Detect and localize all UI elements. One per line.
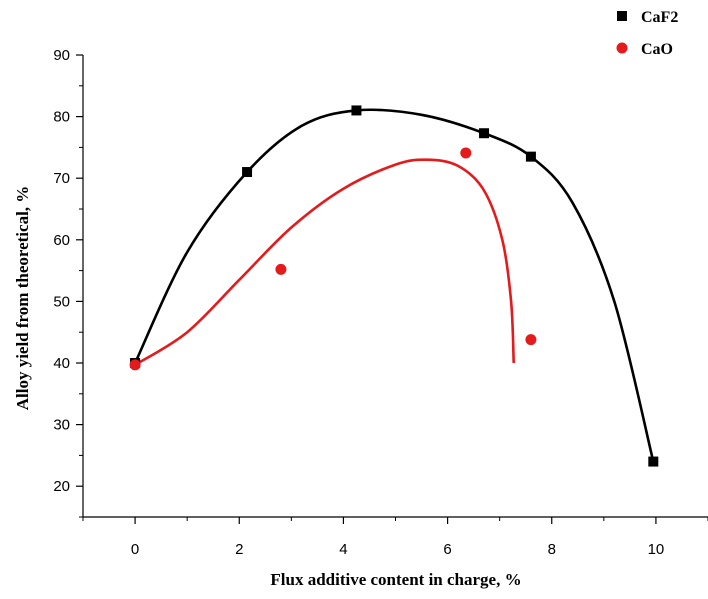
y-tick-label: 30 <box>53 417 70 434</box>
y-tick-label: 20 <box>53 478 70 495</box>
x-tick-label: 0 <box>131 541 139 558</box>
x-tick-label: 8 <box>548 541 556 558</box>
data-point-caf2 <box>479 128 490 139</box>
data-point-cao <box>129 359 141 371</box>
x-axis-ticks: 0 2 4 6 8 10 <box>82 517 708 558</box>
x-tick-label: 2 <box>235 541 243 558</box>
x-axis-title: Flux additive content in charge, % <box>270 570 521 589</box>
y-axis-ticks: 20 30 40 50 60 70 80 90 <box>53 47 83 518</box>
legend-label-cao: CaO <box>641 41 673 58</box>
data-point-caf2 <box>525 151 536 162</box>
data-point-caf2 <box>351 105 362 116</box>
x-tick-label: 6 <box>443 541 451 558</box>
legend-label-caf2: CaF2 <box>641 9 678 26</box>
x-tick-label: 4 <box>339 541 347 558</box>
y-tick-label: 60 <box>53 232 70 249</box>
data-point-caf2 <box>648 456 659 467</box>
legend-marker-cao <box>616 42 628 54</box>
plot-area <box>82 55 708 518</box>
y-tick-label: 90 <box>53 47 70 64</box>
y-tick-label: 70 <box>53 170 70 187</box>
data-point-cao <box>275 263 287 275</box>
legend: CaF2 CaO <box>616 9 678 58</box>
y-tick-label: 40 <box>53 355 70 372</box>
legend-marker-caf2 <box>617 11 627 21</box>
y-tick-label: 80 <box>53 109 70 126</box>
fit-curves <box>133 108 655 462</box>
data-point-cao <box>525 334 537 346</box>
data-point-caf2 <box>242 167 253 178</box>
data-markers <box>129 105 659 467</box>
data-point-cao <box>460 147 472 159</box>
y-tick-label: 50 <box>53 293 70 310</box>
series-line-cao <box>134 158 515 366</box>
y-axis-title: Alloy yield from theoretical, % <box>13 186 32 411</box>
series-line-caf2 <box>133 108 655 462</box>
x-tick-label: 10 <box>648 541 665 558</box>
